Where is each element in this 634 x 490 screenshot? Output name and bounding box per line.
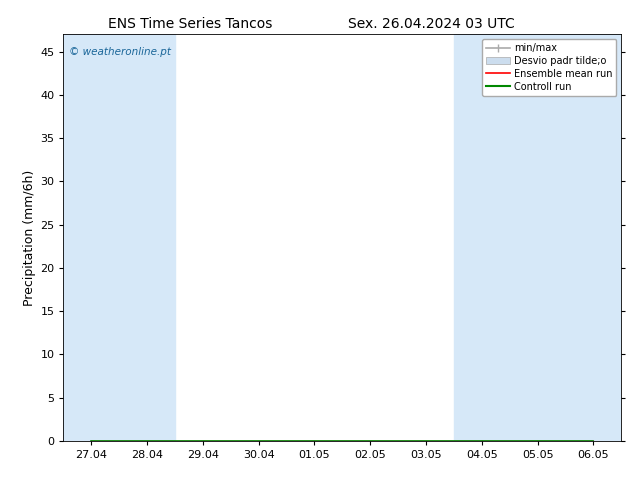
- Text: © weatheronline.pt: © weatheronline.pt: [69, 47, 171, 56]
- Bar: [510, 34, 566, 441]
- Text: ENS Time Series Tancos: ENS Time Series Tancos: [108, 17, 273, 31]
- Text: Sex. 26.04.2024 03 UTC: Sex. 26.04.2024 03 UTC: [347, 17, 515, 31]
- Bar: [566, 34, 621, 441]
- Bar: [454, 34, 510, 441]
- Legend: min/max, Desvio padr tilde;o, Ensemble mean run, Controll run: min/max, Desvio padr tilde;o, Ensemble m…: [482, 39, 616, 96]
- Y-axis label: Precipitation (mm/6h): Precipitation (mm/6h): [23, 170, 36, 306]
- Bar: [63, 34, 119, 441]
- Bar: [119, 34, 175, 441]
